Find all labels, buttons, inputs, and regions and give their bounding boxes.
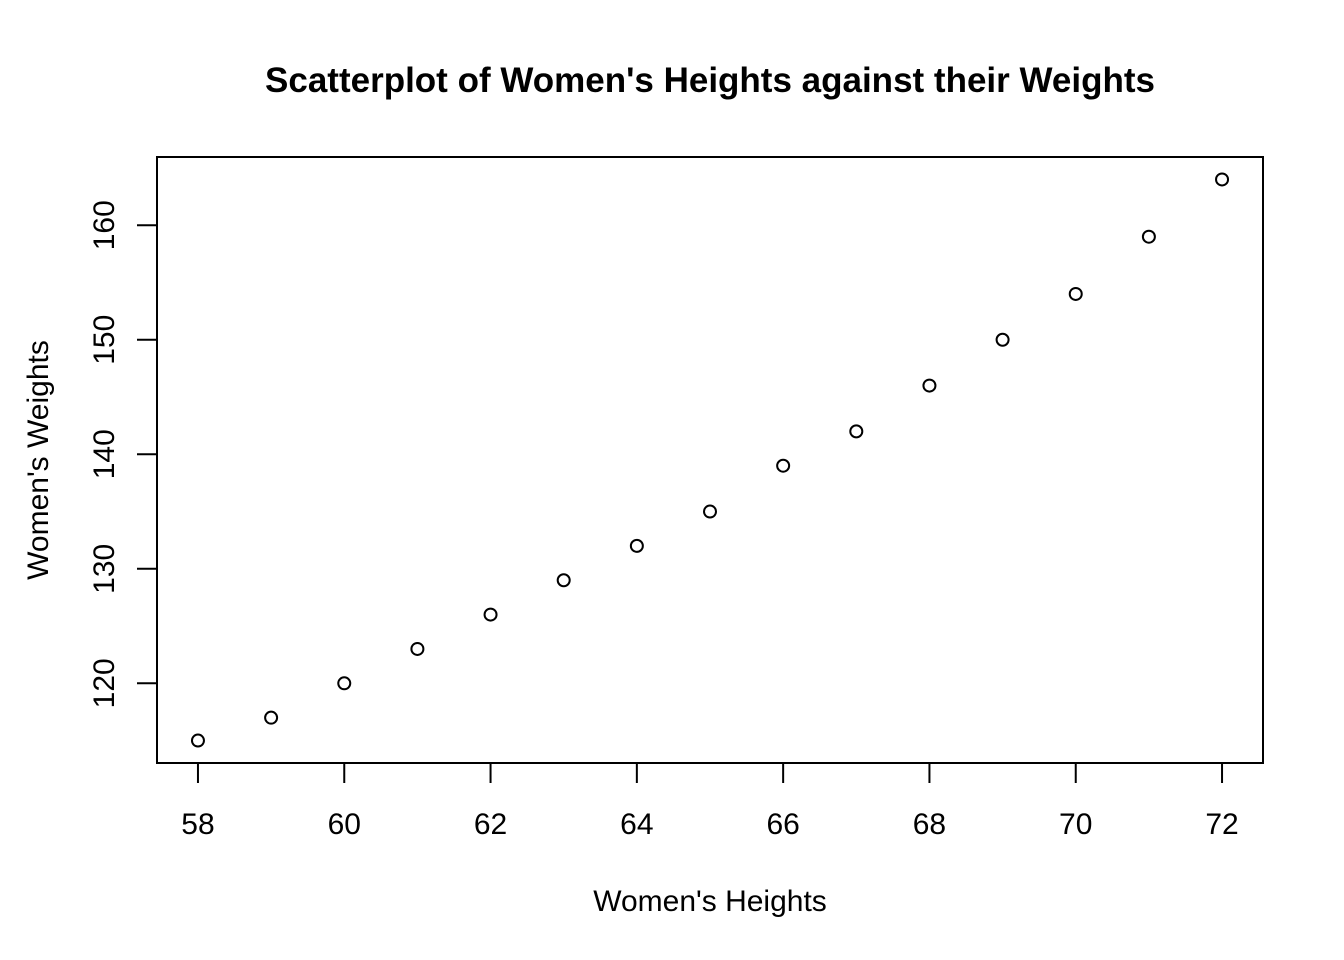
x-axis-label: Women's Heights [593,885,827,918]
data-point [556,573,571,588]
chart-title: Scatterplot of Women's Heights against t… [265,61,1155,100]
x-tick-label: 60 [328,808,361,841]
data-point [337,676,352,691]
data-points [190,172,1230,748]
x-axis: 58 60 62 64 66 68 70 72 [181,762,1239,841]
y-tick-label: 120 [88,658,121,708]
data-point [1068,286,1083,301]
y-tick-label: 150 [88,315,121,365]
x-tick-label: 58 [181,808,214,841]
y-axis: 120 130 140 150 160 [88,200,158,708]
x-tick-label: 70 [1059,808,1092,841]
data-point [1141,229,1156,244]
data-point [629,538,644,553]
x-tick-label: 64 [620,808,653,841]
x-tick-label: 68 [913,808,946,841]
data-point [703,504,717,519]
x-tick-label: 66 [766,808,799,841]
x-tick-label: 62 [474,808,507,841]
y-tick-label: 160 [88,200,121,250]
data-point [776,458,791,473]
x-tick-label: 72 [1205,808,1238,841]
data-point [483,607,498,622]
y-axis-label: Women's Weights [22,340,55,580]
y-tick-label: 130 [88,544,121,594]
data-point [410,641,425,656]
y-tick-label: 140 [88,429,121,479]
data-point [995,332,1010,347]
plot-frame [156,156,1264,764]
data-point [264,710,279,725]
data-point [1215,172,1230,187]
data-point [922,378,937,393]
data-point [849,424,864,439]
data-point [190,733,205,748]
